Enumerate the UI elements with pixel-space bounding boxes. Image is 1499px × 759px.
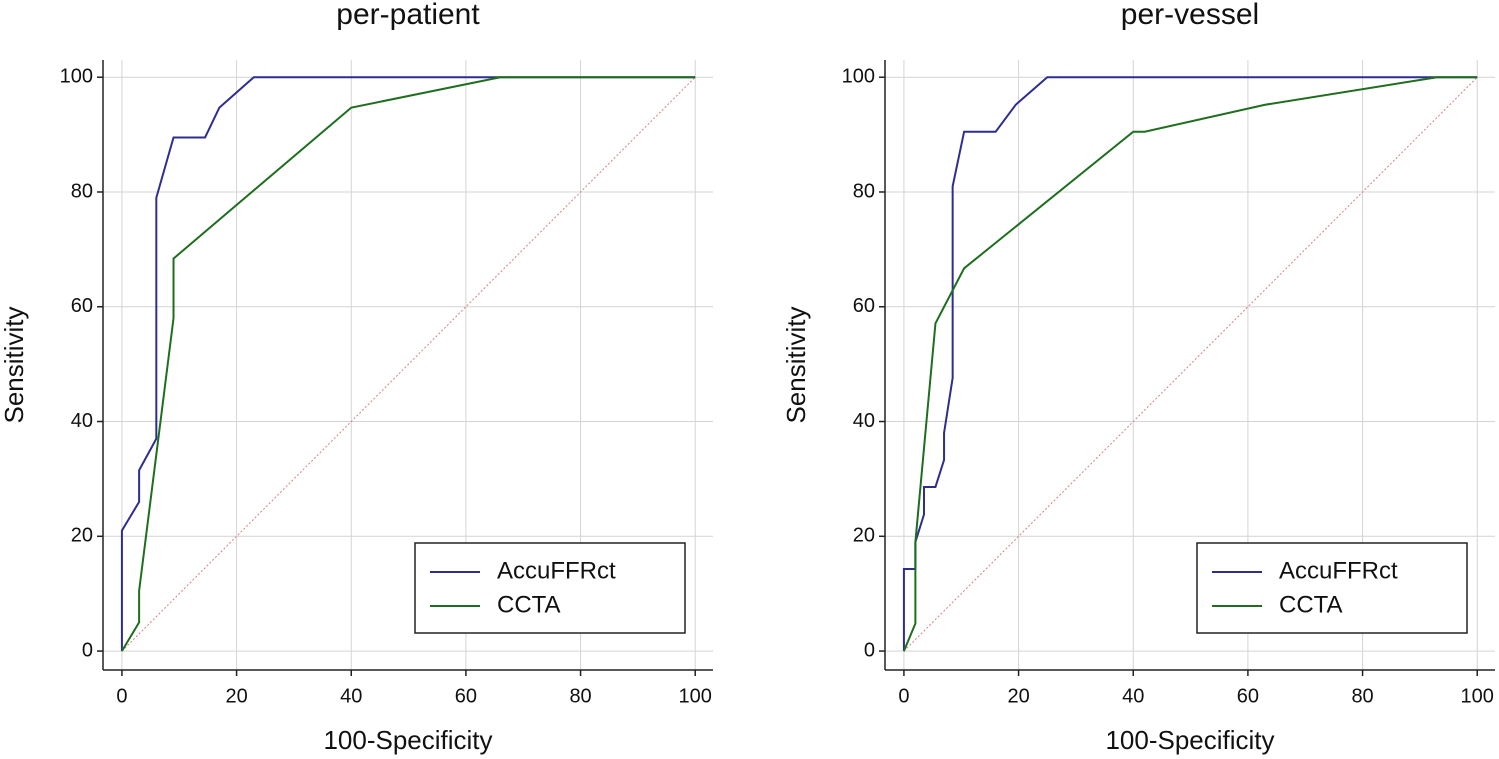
y-tick-label: 80 xyxy=(71,180,93,202)
x-tick-label: 80 xyxy=(569,685,591,707)
y-tick-label: 40 xyxy=(853,410,875,432)
x-tick-label: 0 xyxy=(898,685,909,707)
chart-title: per-vessel xyxy=(1121,0,1259,31)
legend-label: CCTA xyxy=(1279,591,1343,618)
legend-label: AccuFFRct xyxy=(497,557,616,584)
y-tick-label: 0 xyxy=(82,639,93,661)
roc-curve xyxy=(902,76,1478,652)
y-axis-label: Sensitivity xyxy=(0,306,29,423)
y-tick-label: 40 xyxy=(71,410,93,432)
reference-line xyxy=(121,76,696,652)
y-tick-label: 60 xyxy=(71,295,93,317)
y-tick-label: 100 xyxy=(842,65,875,87)
legend-box xyxy=(1196,542,1468,634)
x-axis-label: 100-Specificity xyxy=(323,725,492,755)
y-tick-label: 80 xyxy=(853,180,875,202)
x-tick-label: 60 xyxy=(455,685,477,707)
x-tick-label: 40 xyxy=(340,685,362,707)
legend-box xyxy=(414,542,686,634)
y-tick-label: 60 xyxy=(853,295,875,317)
x-tick-label: 100 xyxy=(679,685,712,707)
x-tick-label: 60 xyxy=(1237,685,1259,707)
legend-label: CCTA xyxy=(497,591,561,618)
x-tick-label: 80 xyxy=(1351,685,1373,707)
roc-curve xyxy=(121,76,696,652)
reference-line xyxy=(903,76,1478,652)
y-tick-label: 0 xyxy=(864,639,875,661)
chart-title: per-patient xyxy=(336,0,480,31)
y-axis-label: Sensitivity xyxy=(781,306,811,423)
y-tick-label: 20 xyxy=(71,525,93,547)
y-tick-label: 100 xyxy=(60,65,93,87)
x-axis-label: 100-Specificity xyxy=(1105,725,1274,755)
x-tick-label: 20 xyxy=(225,685,247,707)
x-tick-label: 100 xyxy=(1461,685,1494,707)
legend-label: AccuFFRct xyxy=(1279,557,1398,584)
x-tick-label: 0 xyxy=(116,685,127,707)
x-tick-label: 40 xyxy=(1122,685,1144,707)
roc-curve xyxy=(120,76,696,652)
x-tick-label: 20 xyxy=(1007,685,1029,707)
y-tick-label: 20 xyxy=(853,525,875,547)
